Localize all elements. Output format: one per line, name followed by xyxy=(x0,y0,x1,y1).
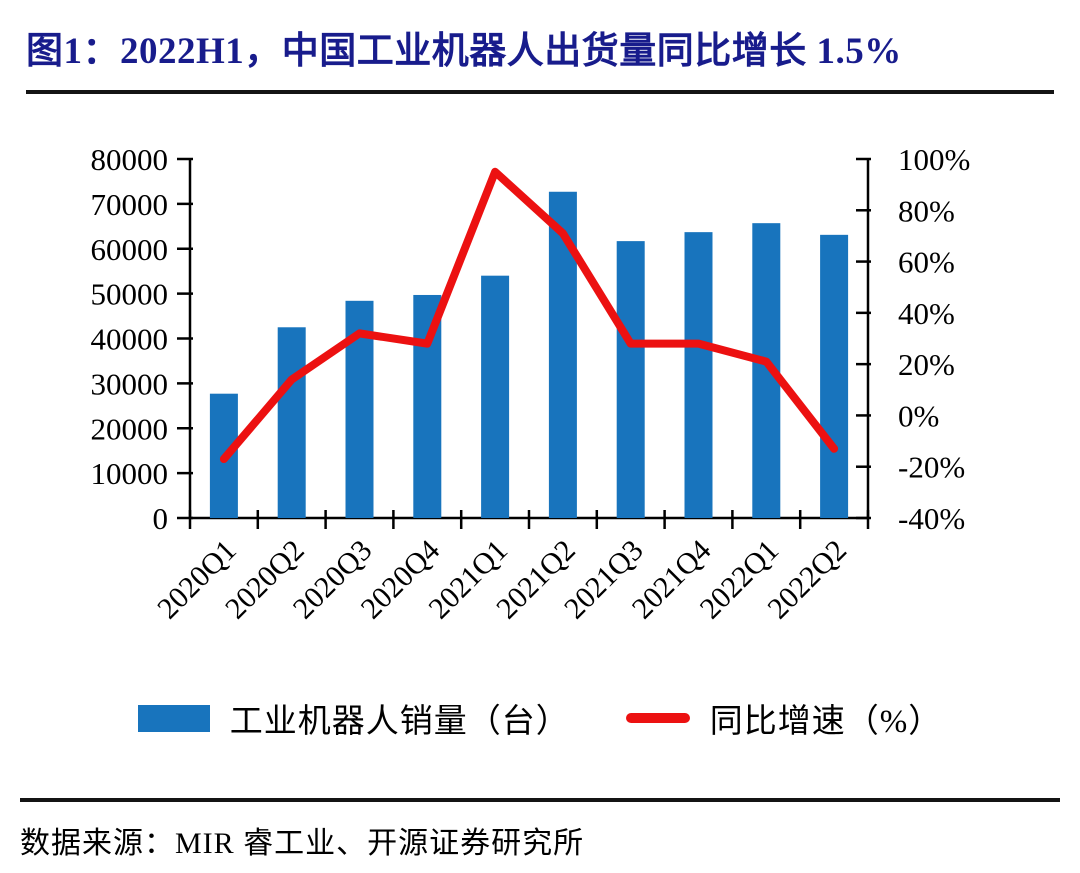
right-axis-tick-label: 60% xyxy=(898,245,955,280)
bar-2020Q2 xyxy=(277,327,306,518)
left-axis-tick-label: 70000 xyxy=(91,187,169,222)
footer-divider xyxy=(20,798,1060,802)
right-axis-tick-label: -40% xyxy=(898,501,965,536)
title-divider xyxy=(26,90,1054,94)
bar-2021Q1 xyxy=(481,275,510,518)
bar-series-swatch-icon xyxy=(137,704,210,732)
right-axis-tick-label: -20% xyxy=(898,450,965,485)
right-axis-tick-label: 80% xyxy=(898,193,955,228)
right-axis-tick-label: 40% xyxy=(898,296,955,331)
growth-line xyxy=(219,167,839,464)
legend-label-sales: 工业机器人销量（台） xyxy=(229,704,570,740)
left-axis-tick-label: 0 xyxy=(153,501,169,536)
left-axis-tick-label: 40000 xyxy=(91,322,169,357)
bar-2020Q4 xyxy=(413,294,442,518)
right-axis-tick-label: 0% xyxy=(898,398,939,433)
chart-legend: 工业机器人销量（台） 同比增速（%） xyxy=(0,694,1080,742)
right-axis-tick-label: 100% xyxy=(898,142,970,177)
legend-item-growth: 同比增速（%） xyxy=(625,694,943,742)
combo-chart: 0 10000 20000 30000 40000 50000 60000 70000 8000… xyxy=(91,142,971,625)
left-axis-tick-label: 50000 xyxy=(91,277,169,312)
legend-item-sales: 工业机器人销量（台） xyxy=(137,694,570,742)
left-axis-tick-label: 10000 xyxy=(91,456,169,491)
bar-2021Q3 xyxy=(616,241,645,518)
left-axis-tick-label: 60000 xyxy=(91,232,169,267)
left-axis-tick-label: 80000 xyxy=(91,142,169,177)
bar-2021Q4 xyxy=(684,232,713,519)
data-source: 数据来源：MIR 睿工业、开源证券研究所 xyxy=(20,827,585,860)
right-axis-tick-label: 20% xyxy=(898,347,955,382)
line-series-swatch-icon xyxy=(625,713,690,723)
left-axis-tick-label: 30000 xyxy=(91,366,169,401)
bar-2022Q2 xyxy=(820,234,849,518)
legend-label-growth: 同比增速（%） xyxy=(709,704,943,740)
left-axis-tick-label: 20000 xyxy=(91,411,169,446)
figure-title: 图1：2022H1，中国工业机器人出货量同比增长 1.5% xyxy=(26,31,902,72)
